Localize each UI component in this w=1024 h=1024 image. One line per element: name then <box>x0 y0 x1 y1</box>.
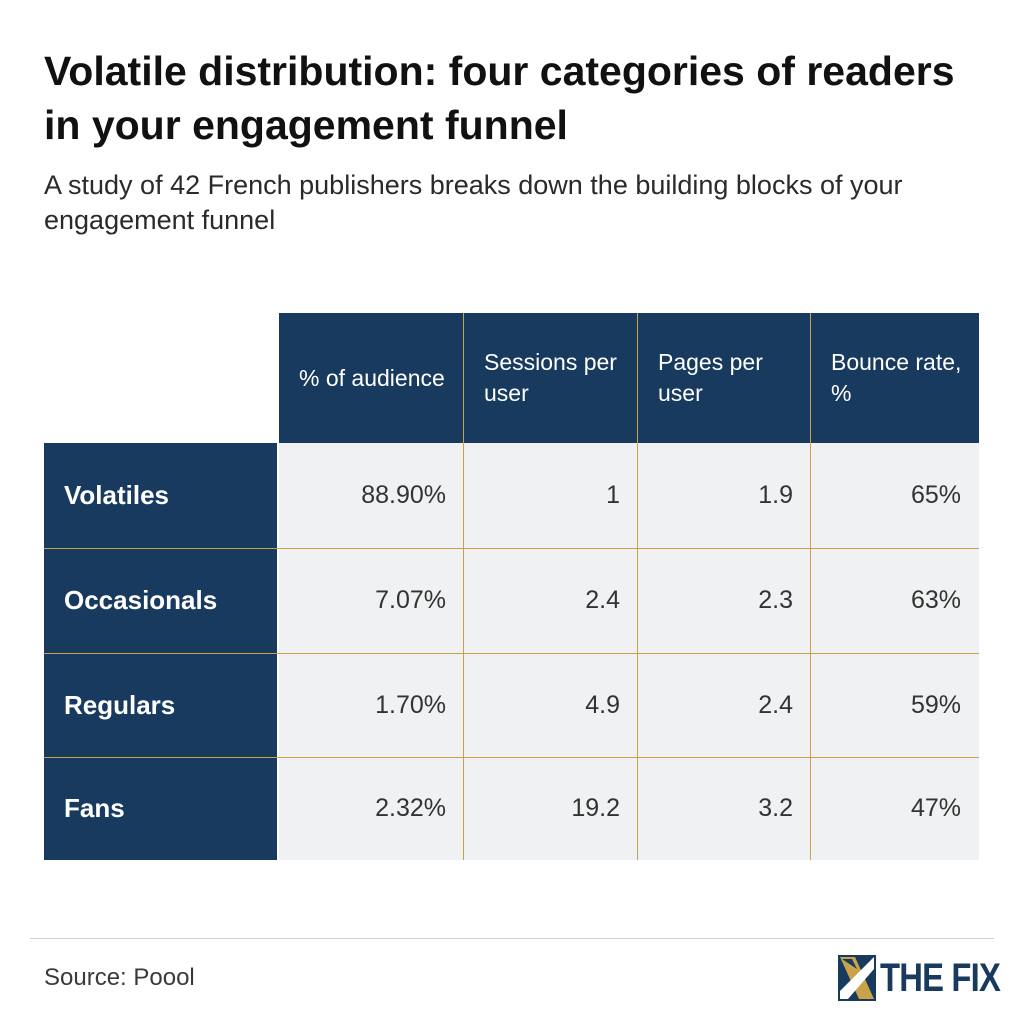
chart-title: Volatile distribution: four categories o… <box>44 48 955 148</box>
table-cell: 2.32% <box>279 757 464 860</box>
table-cell: 19.2 <box>464 757 638 860</box>
table-cell: 2.4 <box>464 548 638 653</box>
table-cell: 47% <box>811 757 979 860</box>
column-header: % of audience <box>279 313 464 443</box>
table-cell: 7.07% <box>279 548 464 653</box>
footer-divider <box>30 938 994 939</box>
table-cell: 1.70% <box>279 653 464 757</box>
table-cell: 4.9 <box>464 653 638 757</box>
table-cell: 2.3 <box>638 548 811 653</box>
row-header: Regulars <box>44 653 277 757</box>
grid-line-vertical <box>810 313 811 860</box>
column-header: Pages per user <box>638 313 811 443</box>
grid-line-horizontal <box>44 548 979 549</box>
table-cell: 88.90% <box>279 443 464 548</box>
grid-line-vertical <box>637 313 638 860</box>
source-note: Source: Poool <box>44 964 195 991</box>
column-header: Bounce rate, % <box>811 313 979 443</box>
table-cell: 2.4 <box>638 653 811 757</box>
grid-line-horizontal <box>44 653 979 654</box>
row-header: Fans <box>44 757 277 860</box>
row-header: Volatiles <box>44 443 277 548</box>
row-header: Occasionals <box>44 548 277 653</box>
table-cell: 65% <box>811 443 979 548</box>
the-fix-logo: THE FIX <box>838 954 1024 1002</box>
grid-line-horizontal <box>44 757 979 758</box>
table-cell: 1.9 <box>638 443 811 548</box>
table-cell: 59% <box>811 653 979 757</box>
logo-text: THE FIX <box>880 955 1001 1000</box>
chart-subtitle: A study of 42 French publishers breaks d… <box>44 170 903 235</box>
table-cell: 3.2 <box>638 757 811 860</box>
grid-line-vertical <box>463 313 464 860</box>
logo-mark-icon <box>838 955 876 1001</box>
table-cell: 63% <box>811 548 979 653</box>
table-cell: 1 <box>464 443 638 548</box>
column-header: Sessions per user <box>464 313 638 443</box>
